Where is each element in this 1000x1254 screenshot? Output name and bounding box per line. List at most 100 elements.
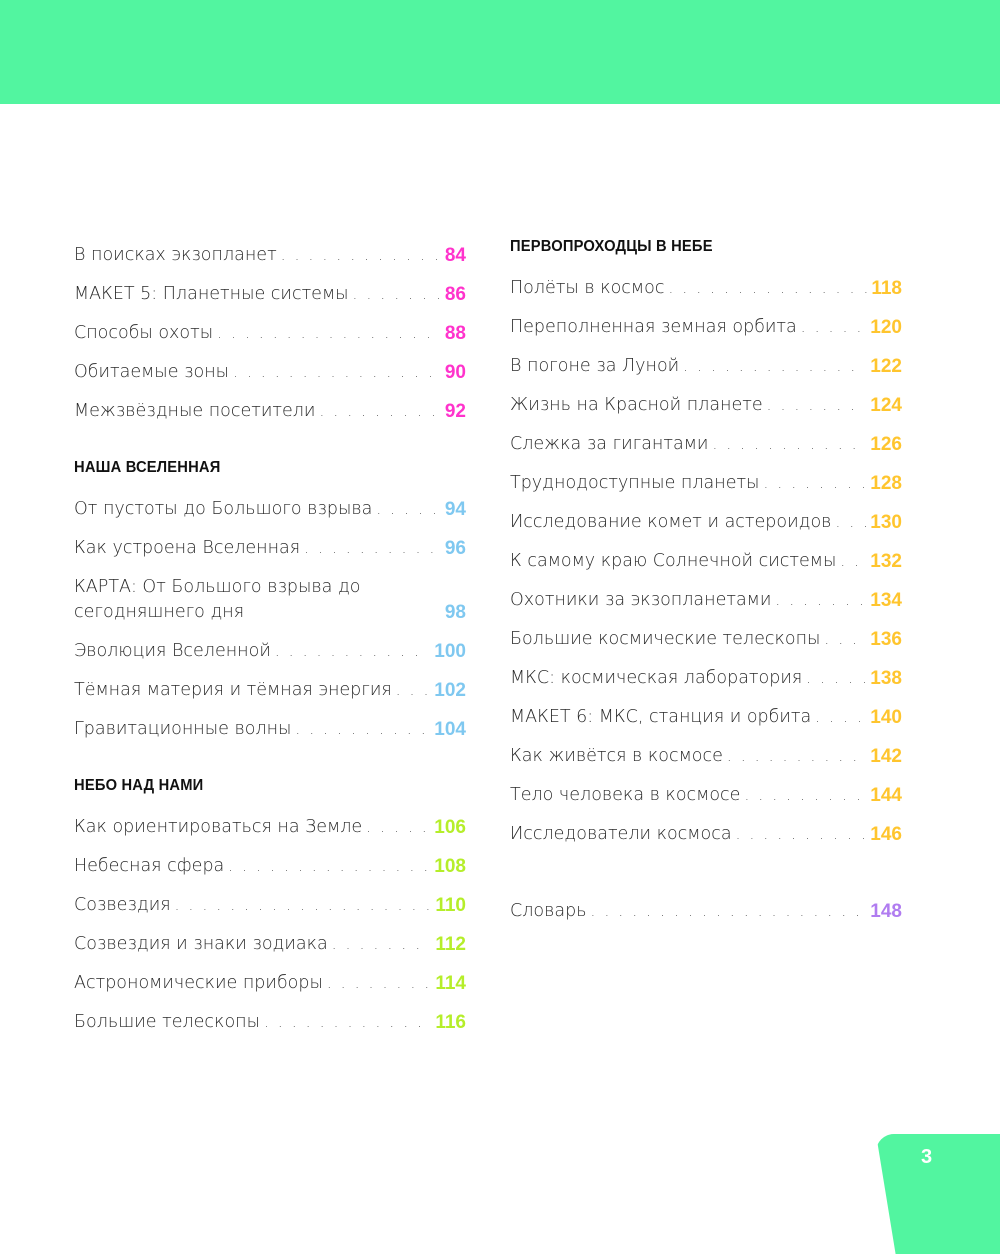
entry-page-number: 118 [871, 278, 902, 299]
entry-title: К самому краю Солнечной системы [510, 551, 837, 571]
dot-leader [744, 783, 866, 808]
dot-leader [295, 717, 430, 742]
dot-leader [775, 588, 866, 613]
entry-page-number: 120 [870, 317, 902, 338]
dot-leader [281, 243, 441, 268]
dot-leader [217, 321, 441, 346]
toc-entry[interactable]: Большие космические телескопы 136 [510, 621, 902, 660]
toc-entry[interactable]: Исследователи космоса 146 [510, 816, 902, 855]
toc-entry[interactable]: Созвездия 110 [74, 887, 466, 926]
entry-title: Созвездия [74, 895, 171, 915]
entry-title: Как ориентироваться на Земле [74, 817, 363, 837]
toc-entry[interactable]: Тёмная материя и тёмная энергия 102 [74, 672, 466, 711]
dot-leader [319, 399, 440, 424]
toc-entry[interactable]: МАКЕТ 6: МКС, станция и орбита 140 [510, 699, 902, 738]
dot-leader [396, 678, 431, 703]
toc-entry[interactable]: Астрономические приборы 114 [74, 965, 466, 1004]
entry-page-number: 86 [444, 284, 466, 305]
dot-leader [806, 666, 866, 691]
dot-leader [767, 393, 867, 418]
toc-entry[interactable]: Труднодоступные планеты 128 [510, 465, 902, 504]
toc-entry[interactable]: Как устроена Вселенная 96 [74, 530, 466, 569]
toc-entry[interactable]: Гравитационные волны 104 [74, 711, 466, 750]
entry-page-number: 130 [870, 512, 902, 533]
entry-title: Большие космические телескопы [510, 629, 821, 649]
entry-page-number: 108 [434, 856, 466, 877]
toc-entry[interactable]: В поисках экзопланет 84 [74, 237, 466, 276]
entry-title: Жизнь на Красной планете [510, 395, 763, 415]
entry-page-number: 122 [870, 356, 902, 377]
toc-entry[interactable]: В погоне за Луной 122 [510, 348, 902, 387]
toc-entry[interactable]: Способы охоты 88 [74, 315, 466, 354]
entry-page-number: 96 [444, 538, 466, 559]
toc-entry[interactable]: Эволюция Вселенной 100 [74, 633, 466, 672]
entry-page-number: 102 [434, 680, 466, 701]
section-heading: ПЕРВОПРОХОДЦЫ В НЕБЕ [510, 238, 713, 255]
entry-title: Труднодоступные планеты [510, 473, 760, 493]
toc-entry[interactable]: МКС: космическая лаборатория 138 [510, 660, 902, 699]
dot-leader [233, 360, 441, 385]
entry-title: КАРТА: От Большого взрыва до сегодняшнег… [74, 577, 361, 622]
toc-entry[interactable]: Тело человека в космосе 144 [510, 777, 902, 816]
toc-entry[interactable]: Полёты в космос 118 [510, 270, 902, 309]
dot-leader [353, 282, 441, 307]
toc-entry[interactable]: От пустоты до Большого взрыва 94 [74, 491, 466, 530]
toc-entry[interactable]: Как ориентироваться на Земле 106 [74, 809, 466, 848]
dot-leader [840, 549, 866, 574]
dot-leader [228, 854, 430, 879]
dot-leader [332, 932, 432, 957]
entry-title: Гравитационные волны [74, 719, 292, 739]
dot-leader [275, 639, 430, 664]
toc-entry[interactable]: Исследование комет и астероидов 130 [510, 504, 902, 543]
toc-entry[interactable]: Как живётся в космосе 142 [510, 738, 902, 777]
toc-entry[interactable]: Межзвёздные посетители 92 [74, 393, 466, 432]
entry-page-number: 128 [870, 473, 902, 494]
toc-entry[interactable]: Охотники за экзопланетами 134 [510, 582, 902, 621]
dot-leader [264, 1010, 431, 1035]
entry-page-number: 138 [870, 668, 902, 689]
entry-page-number: 88 [444, 323, 466, 344]
entry-page-number: 126 [870, 434, 902, 455]
dot-leader [304, 536, 441, 561]
dot-leader [736, 822, 867, 847]
toc-entry[interactable]: Переполненная земная орбита 120 [510, 309, 902, 348]
toc-entry[interactable]: КАРТА: От Большого взрыва до сегодняшнег… [74, 569, 466, 633]
entry-page-number: 132 [870, 551, 902, 572]
toc-entry[interactable]: Словарь 148 [510, 893, 902, 932]
entry-title: МАКЕТ 6: МКС, станция и орбита [510, 707, 812, 727]
page-number-tab [876, 1134, 1000, 1254]
toc-entry[interactable]: Созвездия и знаки зодиака 112 [74, 926, 466, 965]
entry-title: Слежка за гигантами [510, 434, 709, 454]
entry-title: Как устроена Вселенная [74, 538, 301, 558]
entry-title: От пустоты до Большого взрыва [74, 499, 373, 519]
entry-title: Небесная сфера [74, 856, 225, 876]
toc-left-column: В поисках экзопланет 84 МАКЕТ 5: Планетные… [74, 237, 466, 1043]
dot-leader [376, 497, 440, 522]
toc-entry[interactable]: МАКЕТ 5: Планетные системы 86 [74, 276, 466, 315]
entry-title: Большие телескопы [74, 1012, 260, 1032]
entry-page-number: 146 [870, 824, 902, 845]
toc-entry[interactable]: Небесная сфера 108 [74, 848, 466, 887]
entry-page-number: 124 [870, 395, 902, 416]
dot-leader [668, 276, 867, 301]
toc-entry[interactable]: Обитаемые зоны 90 [74, 354, 466, 393]
toc-entry[interactable]: Большие телескопы 116 [74, 1004, 466, 1043]
dot-leader [815, 705, 866, 730]
entry-title: МКС: космическая лаборатория [510, 668, 803, 688]
section-heading: НАША ВСЕЛЕННАЯ [74, 459, 221, 476]
toc-entry[interactable]: Жизнь на Красной планете 124 [510, 387, 902, 426]
entry-title: Исследователи космоса [510, 824, 732, 844]
section-heading: НЕБО НАД НАМИ [74, 777, 204, 794]
entry-page-number: 98 [444, 602, 466, 623]
dot-leader [591, 899, 867, 924]
entry-title: Созвездия и знаки зодиака [74, 934, 328, 954]
toc-entry[interactable]: Слежка за гигантами 126 [510, 426, 902, 465]
top-color-bar [0, 0, 1000, 104]
entry-page-number: 92 [444, 401, 466, 422]
entry-page-number: 110 [435, 895, 466, 916]
entry-page-number: 100 [434, 641, 466, 662]
entry-page-number: 112 [435, 934, 466, 955]
entry-page-number: 116 [435, 1012, 466, 1033]
entry-title: Эволюция Вселенной [74, 641, 271, 661]
toc-entry[interactable]: К самому краю Солнечной системы 132 [510, 543, 902, 582]
